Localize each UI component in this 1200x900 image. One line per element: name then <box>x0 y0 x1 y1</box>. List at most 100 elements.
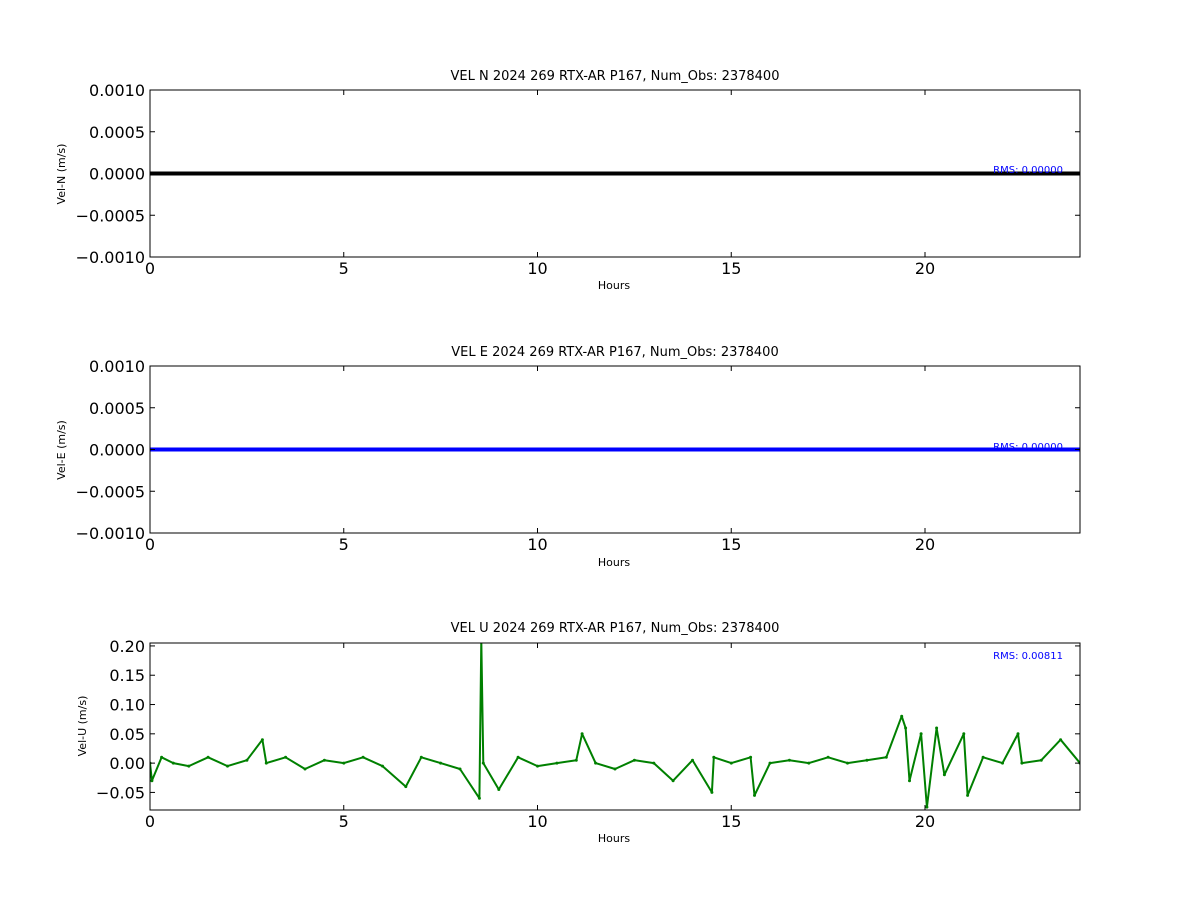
x-axis-label-vel-u: Hours <box>598 832 630 845</box>
data-point-vel-u <box>826 755 830 759</box>
rms-annotation-vel-u: RMS: 0.00811 <box>993 651 1063 662</box>
data-point-vel-u <box>481 761 485 765</box>
panel-vel-e: 0 5 10 15 20 −0.0010 −0.0005 0.0000 0.0005 0.0010… <box>55 345 1081 569</box>
data-point-vel-u <box>497 788 501 791</box>
data-point-vel-u <box>419 755 423 759</box>
x-tick-label: 10 <box>527 812 547 831</box>
data-point-vel-u <box>981 755 985 759</box>
data-point-vel-u <box>884 755 888 759</box>
y-tick-label: 0.0010 <box>89 357 145 376</box>
y-axis-label-vel-n: Vel-N (m/s) <box>55 144 68 205</box>
data-point-vel-u <box>245 758 249 762</box>
data-point-vel-n <box>497 172 501 175</box>
x-tick-label: 20 <box>915 812 935 831</box>
y-tick-label: 0.05 <box>109 725 145 744</box>
data-point-vel-u <box>935 726 939 730</box>
data-point-vel-u <box>458 767 462 771</box>
data-point-vel-u <box>264 761 268 765</box>
x-axis-label-vel-e: Hours <box>598 556 630 569</box>
y-tick-label: 0.0010 <box>89 81 145 100</box>
data-point-vel-u <box>904 726 908 730</box>
data-point-vel-u <box>284 755 288 759</box>
y-tick-label: 0.0005 <box>89 123 145 142</box>
data-point-vel-u <box>1020 761 1024 765</box>
y-tick-label: 0.0005 <box>89 399 145 418</box>
data-point-vel-u <box>807 761 811 765</box>
data-point-vel-u <box>361 755 365 759</box>
data-point-vel-u <box>1059 738 1063 742</box>
data-point-vel-u <box>671 779 675 783</box>
data-point-vel-e <box>497 448 501 451</box>
x-axis-label-vel-n: Hours <box>598 279 630 292</box>
x-tick-label: 0 <box>145 535 155 554</box>
data-point-vel-u <box>966 793 970 797</box>
data-point-vel-u <box>187 764 191 768</box>
chart-title-vel-e: VEL E 2024 269 RTX-AR P167, Num_Obs: 237… <box>451 345 778 360</box>
data-point-vel-u <box>613 767 617 771</box>
data-point-vel-e <box>305 448 309 451</box>
x-tick-label: 15 <box>721 259 741 278</box>
data-point-vel-u <box>150 779 154 783</box>
data-point-vel-u <box>226 764 229 768</box>
data-point-vel-u <box>729 761 733 765</box>
data-point-vel-u <box>477 796 481 800</box>
data-point-vel-u <box>574 758 578 762</box>
y-tick-label: 0.15 <box>109 666 145 685</box>
x-tick-label: 0 <box>145 259 155 278</box>
data-point-vel-u <box>1016 732 1020 736</box>
y-tick-label: −0.0005 <box>76 206 145 225</box>
y-tick-label: −0.0005 <box>76 482 145 501</box>
data-point-vel-u <box>919 732 923 736</box>
data-point-vel-u <box>260 738 264 742</box>
x-tick-label: 20 <box>915 259 935 278</box>
y-tick-label: 0.00 <box>109 754 145 773</box>
x-tick-label: 5 <box>339 535 349 554</box>
x-tick-label: 15 <box>721 812 741 831</box>
data-point-vel-u <box>594 761 598 765</box>
plot-frame-vel-u <box>149 642 1081 811</box>
y-tick-label: 0.0000 <box>89 165 145 184</box>
x-tick-label: 5 <box>339 812 349 831</box>
data-point-vel-u <box>1001 761 1004 765</box>
data-point-vel-u <box>925 805 929 809</box>
chart-title-vel-u: VEL U 2024 269 RTX-AR P167, Num_Obs: 237… <box>451 621 780 636</box>
rms-annotation-vel-e: RMS: 0.00000 <box>993 442 1063 453</box>
data-point-vel-u <box>942 773 946 777</box>
data-point-vel-u <box>632 758 636 762</box>
data-point-vel-u <box>171 761 175 765</box>
data-point-vel-u <box>580 732 584 736</box>
data-point-vel-u <box>710 790 714 794</box>
x-tick-label: 0 <box>145 812 155 831</box>
chart-title-vel-n: VEL N 2024 269 RTX-AR P167, Num_Obs: 237… <box>451 69 780 84</box>
x-tick-label: 10 <box>527 535 547 554</box>
data-point-vel-n <box>227 172 231 175</box>
data-point-vel-n <box>305 172 309 175</box>
data-point-vel-u <box>753 793 756 797</box>
data-point-vel-u <box>160 755 164 759</box>
data-point-vel-u <box>787 758 791 762</box>
x-tick-label: 10 <box>527 259 547 278</box>
data-point-vel-u <box>381 764 384 768</box>
data-point-vel-e <box>227 448 231 451</box>
data-point-vel-u <box>439 761 443 765</box>
x-tick-label: 20 <box>915 535 935 554</box>
data-point-vel-u <box>536 764 539 768</box>
data-point-vel-u <box>303 767 307 771</box>
data-point-vel-u <box>749 755 753 759</box>
data-point-vel-u <box>322 758 326 762</box>
y-tick-label: 0.20 <box>109 637 145 656</box>
data-point-vel-u <box>962 732 966 736</box>
data-point-vel-u <box>846 761 849 765</box>
panel-vel-u: 0 5 10 15 20 −0.05 0.00 0.05 0.10 0.15 0.20 VEL U 2… <box>76 621 1081 845</box>
data-point-vel-u <box>555 761 559 765</box>
data-point-vel-u <box>652 761 656 765</box>
data-point-vel-u <box>404 785 408 789</box>
y-tick-label: −0.0010 <box>76 248 145 267</box>
y-axis-label-vel-e: Vel-E (m/s) <box>55 420 68 480</box>
data-point-vel-u <box>206 755 210 759</box>
data-point-vel-u <box>516 755 520 759</box>
panel-vel-n: 0 5 10 15 20 −0.0010 −0.0005 0.0000 0.0005 0.0010… <box>55 69 1081 292</box>
data-point-vel-u <box>691 758 694 762</box>
data-point-vel-u <box>908 779 911 783</box>
